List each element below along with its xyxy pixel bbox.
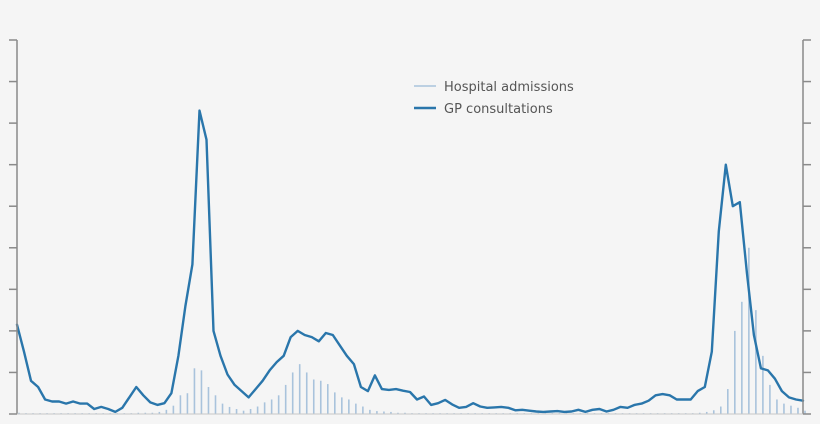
hospital-admissions-bars <box>18 247 806 414</box>
legend-label-gp-consultations: GP consultations <box>444 102 553 117</box>
legend-item-hospital-admissions: Hospital admissions <box>414 80 574 95</box>
legend-item-gp-consultations: GP consultations <box>414 102 553 117</box>
right-y-axis <box>802 39 811 415</box>
left-y-axis <box>9 39 18 415</box>
gp-consultations-line <box>15 109 805 414</box>
legend-label-hospital-admissions: Hospital admissions <box>444 80 574 95</box>
legend: Hospital admissions GP consultations <box>414 80 574 117</box>
